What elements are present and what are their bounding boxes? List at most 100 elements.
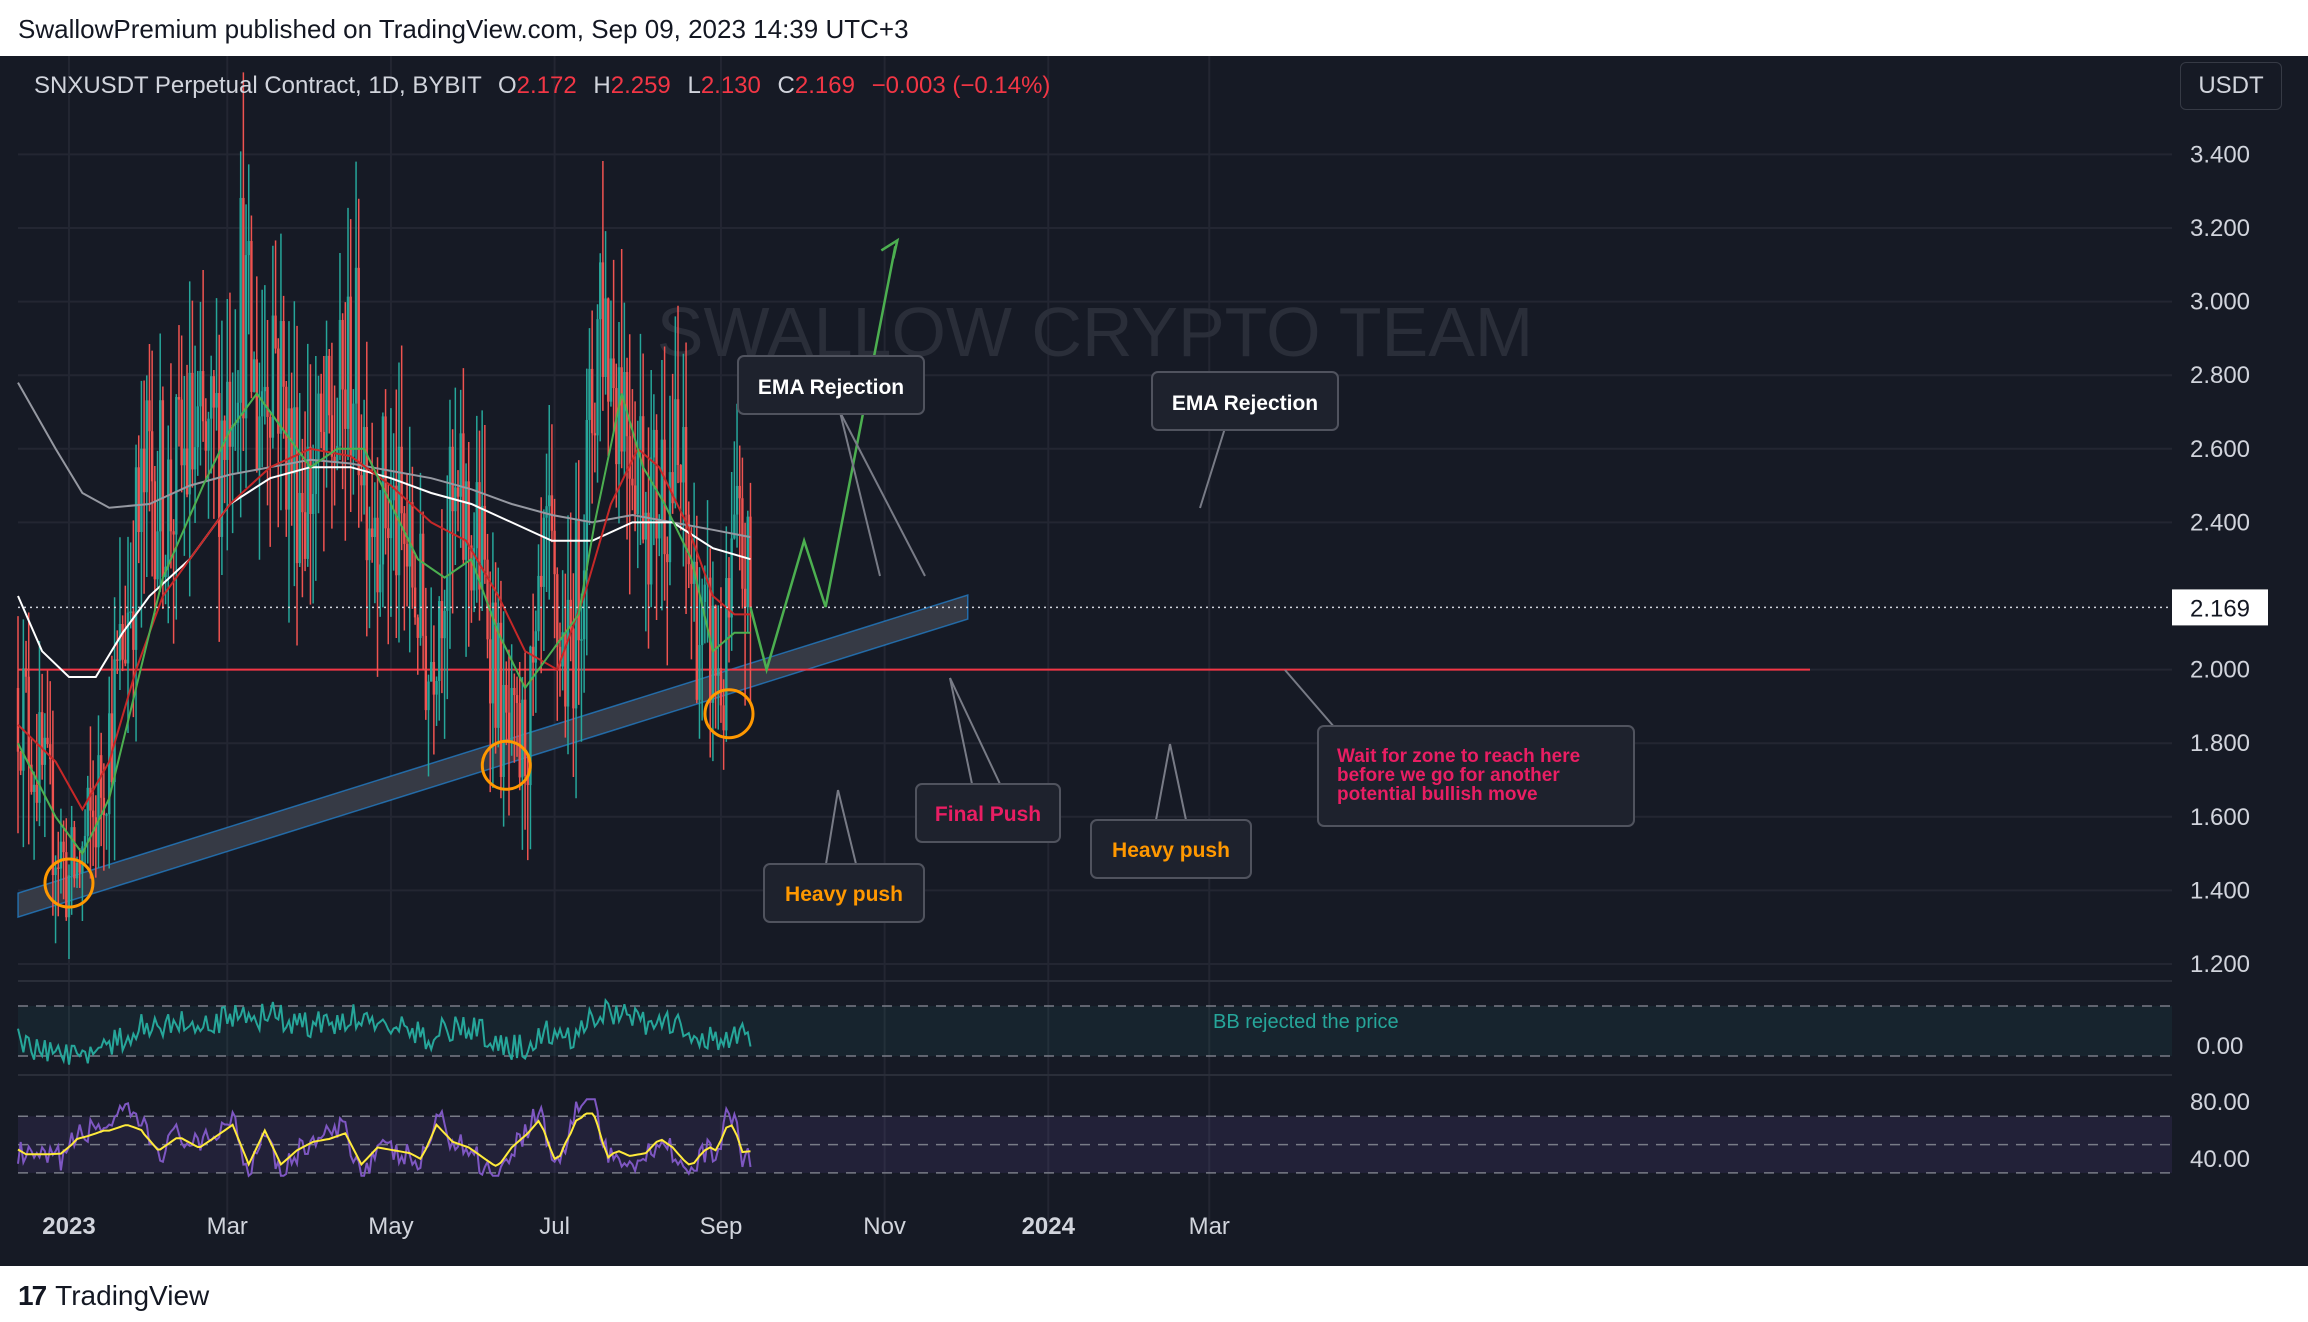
candle-body [344, 389, 347, 429]
candle-body [81, 846, 84, 873]
candle-body [397, 446, 401, 576]
candle-body [145, 400, 148, 493]
candle-body [413, 587, 417, 618]
candle-body [561, 632, 564, 667]
price-tick-label: 1.200 [2190, 951, 2250, 978]
candle-body [679, 465, 682, 483]
candle-body [322, 431, 326, 452]
callout-heavy-push-2: Heavy push [1090, 743, 1252, 879]
candle-body [188, 372, 191, 495]
candle-body [67, 875, 71, 918]
candle-body [121, 623, 124, 660]
candle-body [448, 446, 452, 576]
time-tick-label: 2024 [1022, 1213, 1076, 1240]
candle-body [24, 668, 28, 677]
candle-body [180, 399, 183, 466]
candle-body [526, 775, 529, 786]
rsi-ma-line [17, 1112, 751, 1167]
candle-body [566, 599, 570, 707]
change-value: −0.003 (−0.14%) [871, 72, 1051, 99]
candle-body [16, 688, 20, 752]
candle-body [73, 827, 76, 879]
candle-body [38, 712, 41, 803]
candle-body [341, 319, 344, 390]
low-label: L [687, 72, 701, 99]
time-tick-label: May [368, 1213, 413, 1240]
candle-body [102, 797, 106, 816]
candle-body [660, 439, 664, 520]
candle-body [513, 687, 516, 696]
candle-body [585, 419, 588, 571]
candle-body [548, 495, 551, 507]
candle-body [577, 518, 580, 641]
candle-body [623, 372, 626, 452]
candle-body [682, 427, 685, 483]
candle-body [91, 810, 95, 818]
candle-body [204, 421, 208, 451]
candle-body [558, 646, 562, 667]
rsi-band-fill [18, 1116, 2172, 1173]
candle-body [676, 399, 680, 466]
candle-body [478, 482, 481, 590]
tradingview-brand[interactable]: TradingView [55, 1280, 210, 1311]
candle-body [379, 564, 382, 593]
heavy-push-label-1: Heavy push [785, 883, 903, 906]
candle-body [400, 446, 403, 514]
candle-body [494, 602, 497, 728]
high-value: 2.259 [610, 72, 671, 99]
high-label: H [593, 72, 611, 99]
candle-body [499, 622, 503, 777]
candle-body [65, 852, 68, 918]
candle-body [247, 241, 250, 256]
candle-body [746, 516, 749, 608]
candle-body [674, 399, 677, 504]
candle-body [277, 348, 280, 434]
candle-body [424, 635, 428, 711]
price-tick-label: 1.400 [2190, 877, 2250, 904]
candle-body [118, 623, 122, 661]
candle-body [700, 601, 704, 646]
candle-body [86, 787, 89, 836]
heavy-push-circles [43, 688, 755, 909]
candle-body [293, 407, 296, 474]
candle-body [314, 461, 318, 495]
candle-body [574, 518, 578, 709]
price-tick-label: 2.400 [2190, 509, 2250, 536]
symbol-name[interactable]: SNXUSDT Perpetual Contract, 1D, BYBIT [34, 72, 482, 99]
candle-body [153, 481, 157, 580]
price-axis[interactable]: 3.400 3.200 3.000 2.800 2.600 2.400 2.000 1.800… [2190, 141, 2250, 978]
projection-arrowhead [880, 237, 900, 259]
currency-button[interactable]: USDT [2180, 62, 2282, 110]
candle-body [368, 528, 371, 561]
candle-body [730, 538, 733, 618]
candle-body [666, 554, 669, 563]
candle-body [54, 867, 57, 876]
candle-body [311, 494, 315, 514]
candle-body [113, 659, 116, 783]
candle-body [446, 575, 449, 611]
ema-slow-line-2 [17, 382, 751, 539]
candle-body [612, 358, 615, 389]
candle-body [719, 668, 723, 706]
candle-body [242, 197, 245, 419]
candle-body [749, 516, 752, 608]
candle-body [239, 197, 242, 403]
candle-body [537, 575, 540, 632]
time-axis[interactable]: 2023 Mar May Jul Sep Nov 2024 Mar [42, 1213, 1230, 1240]
candle-body [652, 429, 656, 458]
candle-body [175, 397, 178, 535]
price-chart[interactable]: SWALLOW CRYPTO TEAM EMA Rejection EMA Re… [0, 56, 2308, 1266]
price-tick-label: 2.800 [2190, 362, 2250, 389]
candle-body [319, 393, 323, 432]
candle-body [167, 459, 170, 567]
callout-ema-rejection-2: EMA Rejection [1151, 371, 1339, 509]
candle-body [169, 459, 173, 532]
ema-fast-line [17, 391, 751, 856]
tradingview-logo[interactable]: 17 [18, 1280, 47, 1311]
candle-body [690, 564, 693, 584]
candle-body [231, 424, 234, 447]
candle-body [252, 359, 256, 392]
candle-body [435, 680, 438, 695]
candle-body [462, 433, 465, 560]
callout-wait-zone: Wait for zone to reach here before we go… [1284, 669, 1635, 827]
